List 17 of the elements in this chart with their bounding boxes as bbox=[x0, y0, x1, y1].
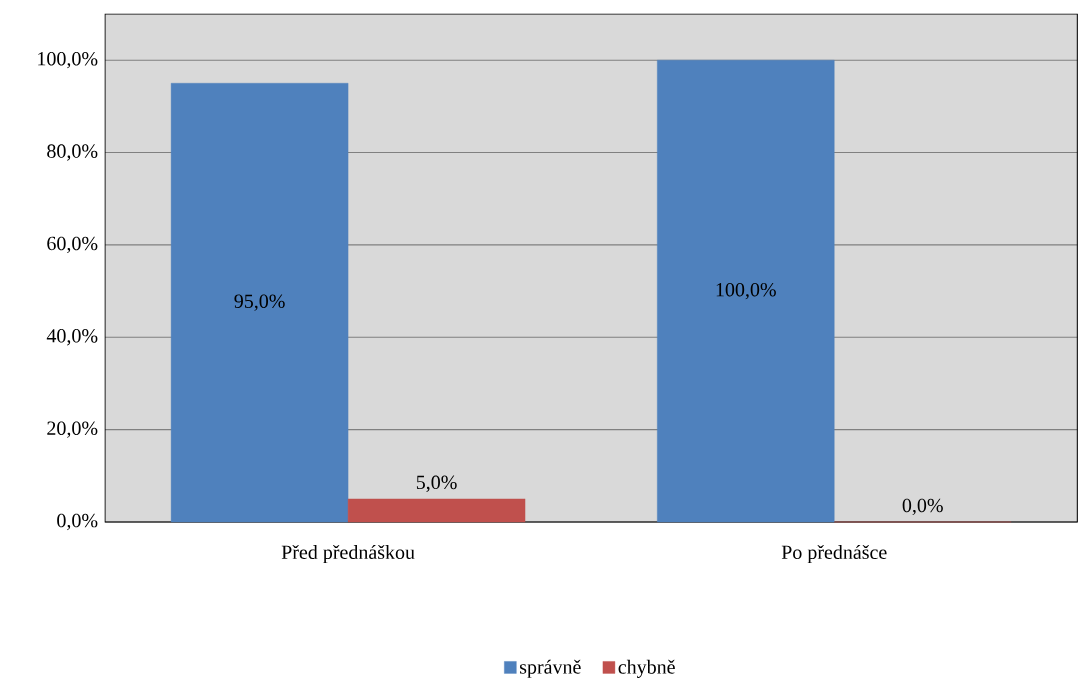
bar bbox=[170, 83, 349, 523]
y-tick-label: 0,0% bbox=[57, 513, 98, 531]
data-label: 100,0% bbox=[716, 282, 776, 300]
y-tick-label: 40,0% bbox=[46, 329, 98, 346]
bar bbox=[347, 498, 526, 523]
x-tick-label: Po přednášce bbox=[781, 544, 887, 564]
data-label: 5,0% bbox=[416, 475, 457, 493]
y-tick-label: 20,0% bbox=[47, 421, 98, 438]
data-label: 0,0% bbox=[902, 498, 943, 516]
data-label: 95,0% bbox=[234, 294, 285, 311]
y-tick-label: 60,0% bbox=[47, 236, 98, 254]
bar bbox=[657, 60, 835, 523]
y-tick-label: 100,0% bbox=[38, 52, 98, 69]
legend-label: chybně bbox=[618, 659, 675, 678]
y-tick-label: 80,0% bbox=[47, 144, 98, 161]
x-tick-label: Před přednáškou bbox=[281, 544, 415, 564]
legend-label: správně bbox=[520, 659, 581, 678]
